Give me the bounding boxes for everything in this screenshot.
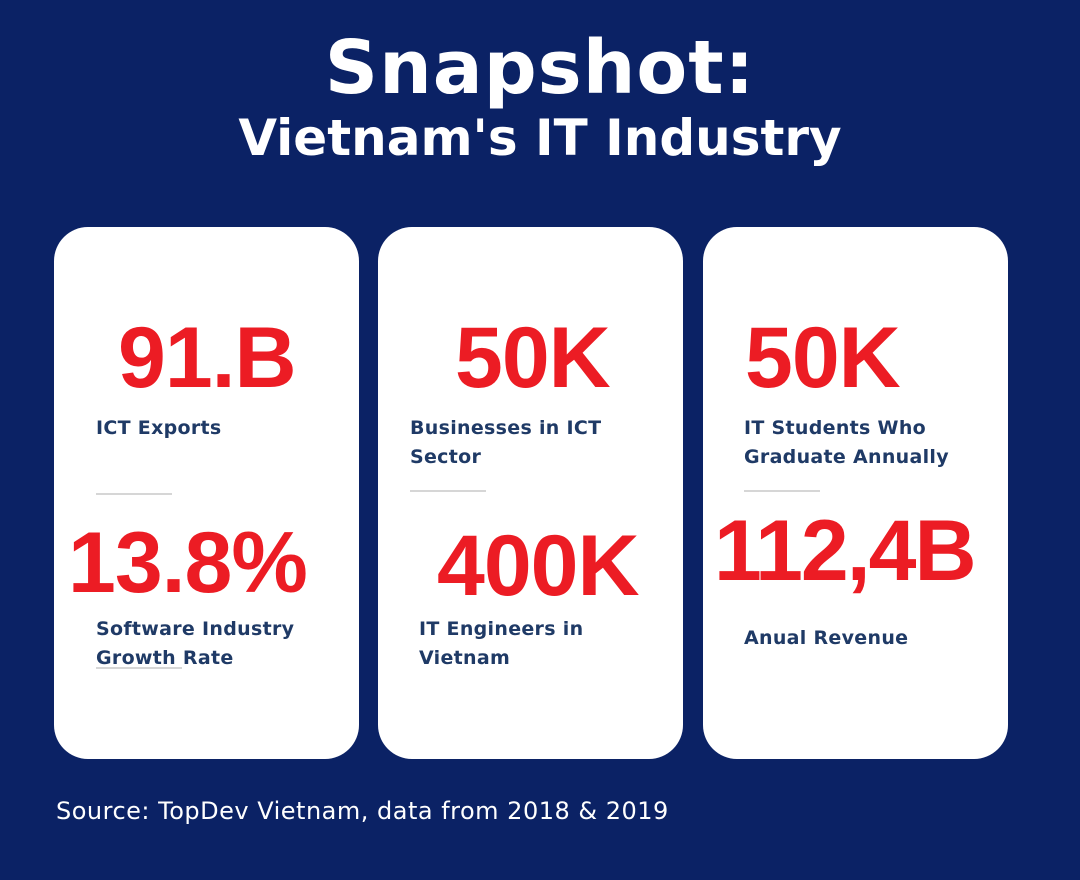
stat-label-line: Anual Revenue	[744, 627, 909, 649]
stat-label-line: ICT Exports	[96, 417, 222, 439]
stat-label-annual-revenue: Anual Revenue	[744, 624, 974, 653]
stat-label-ict-businesses: Businesses in ICT Sector	[410, 414, 640, 472]
stat-card-2: 50K Businesses in ICT Sector 400K IT Eng…	[378, 227, 683, 759]
stat-card-3: 50K IT Students Who Graduate Annually 11…	[703, 227, 1008, 759]
page-subtitle: Vietnam's IT Industry	[238, 109, 842, 167]
page-title: Snapshot:	[324, 25, 756, 111]
stat-label-software-growth: Software Industry Growth Rate	[96, 615, 326, 673]
divider	[96, 493, 172, 495]
stat-label-it-graduates: IT Students Who Graduate Annually	[744, 414, 974, 472]
stat-label-line: Software Industry	[96, 618, 295, 640]
stat-label-ict-exports: ICT Exports	[96, 414, 326, 443]
stat-value-annual-revenue: 112,4B	[714, 503, 977, 599]
stat-card-1: 91.B ICT Exports 13.8% Software Industry…	[54, 227, 359, 759]
stat-label-line: IT Engineers in	[419, 618, 584, 640]
stat-label-line: Vietnam	[419, 647, 511, 669]
source-note: Source: TopDev Vietnam, data from 2018 &…	[56, 797, 669, 825]
stat-value-software-growth: 13.8%	[68, 515, 308, 611]
stat-value-ict-exports: 91.B	[118, 310, 297, 406]
divider	[410, 490, 486, 492]
stat-value-ict-businesses: 50K	[455, 310, 611, 406]
stat-label-it-engineers: IT Engineers in Vietnam	[419, 615, 649, 673]
stat-label-line: Sector	[410, 446, 482, 468]
stat-label-line: Growth Rate	[96, 647, 234, 669]
stat-label-line: Businesses in ICT	[410, 417, 602, 439]
stat-label-line: Graduate Annually	[744, 446, 949, 468]
stat-value-it-graduates: 50K	[745, 310, 901, 406]
divider	[96, 667, 182, 669]
divider	[744, 490, 820, 492]
stat-value-it-engineers: 400K	[437, 518, 640, 614]
stat-label-line: IT Students Who	[744, 417, 926, 439]
